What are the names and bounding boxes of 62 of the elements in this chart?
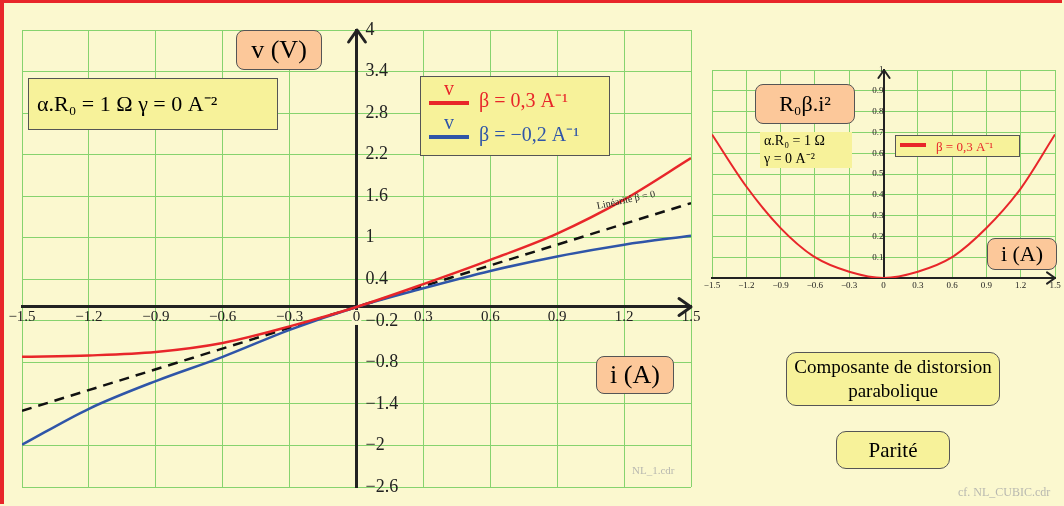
y-axis-title: v (V) [236,30,322,70]
x-tick-label: −0.9 [772,279,790,290]
y-tick-label: 4 [365,18,375,39]
text: Parité [836,431,950,469]
x-tick-label: 0.3 [414,308,433,325]
x-tick-label: 0 [881,279,887,290]
text: v [444,111,454,133]
y-tick-label: −2 [365,434,385,455]
x-tick-label: 0.6 [946,279,959,290]
y-tick-label: 2.2 [365,143,388,164]
x-tick-label: 1.5 [1049,279,1062,290]
y-tick-label: 0.2 [872,230,884,241]
y-tick-label: 2.8 [365,101,388,122]
x-tick-label: 1.5 [681,308,701,325]
annotation: γ = 0 A⁻² [760,150,852,168]
y-tick-label: −0.8 [365,351,399,372]
y-tick-label: 0.3 [872,209,884,220]
x-tick-label: 0.3 [912,279,924,290]
y-tick-label: 1.6 [365,184,388,205]
legend-label: β = 0,3 A⁻¹ [936,138,994,155]
y-tick-label: 1 [879,64,884,75]
y-tick-label: 0.4 [365,268,388,289]
x-tick-label: −0.6 [209,308,237,325]
x-tick-label: −1.2 [75,308,103,325]
annotation: NL_1.cdr [632,464,675,476]
text: Composante de distorsion parabolique [786,352,1000,406]
y-tick-label: −0.2 [365,309,399,330]
annotation: α.R₀ = 1 Ω γ = 0 A⁻² [28,78,278,130]
y-tick-label: −1.4 [365,392,399,413]
x-axis-title: i (A) [596,356,674,394]
y-tick-label: −2.6 [365,475,399,496]
line-series [712,133,1055,278]
legend-label: β = −0,2 A⁻¹ [479,122,580,147]
y-axis-title: R₀β.i² [755,84,855,124]
annotation: Linéarité β = 0 [595,187,657,211]
x-axis-title: i (A) [987,238,1057,270]
y-tick-label: 0.5 [872,168,884,179]
x-tick-label: 0.9 [980,279,993,290]
x-tick-label: 0 [352,308,361,325]
y-tick-label: 0.8 [872,105,884,116]
legend-title: v [443,77,455,100]
x-tick-label: 1.2 [1015,279,1027,290]
x-tick-label: 1.2 [614,308,634,325]
y-tick-label: 0.7 [872,126,884,137]
legend-label: β = 0,3 A⁻¹ [479,88,568,113]
y-tick-label: 0.9 [872,85,884,96]
x-tick-label: −1.5 [703,279,721,290]
y-tick-label: 0.4 [872,189,884,200]
x-tick-label: −0.3 [275,308,304,325]
x-tick-label: 0.9 [547,308,567,325]
x-tick-label: 0.6 [480,308,501,325]
y-tick-label: 0.1 [872,251,884,262]
y-tick-label: 0.6 [872,147,884,158]
y-tick-label: 1 [365,226,375,247]
x-tick-label: −0.9 [142,308,170,325]
x-tick-label: −0.6 [806,279,824,290]
annotation: α.R₀ = 1 Ω [760,132,852,150]
x-tick-label: −1.5 [8,308,36,325]
x-tick-label: −1.2 [738,279,755,290]
y-tick-label: 3.4 [365,60,388,81]
text: cf. NL_CUBIC.cdr [958,485,1051,500]
x-tick-label: −0.3 [841,279,858,290]
